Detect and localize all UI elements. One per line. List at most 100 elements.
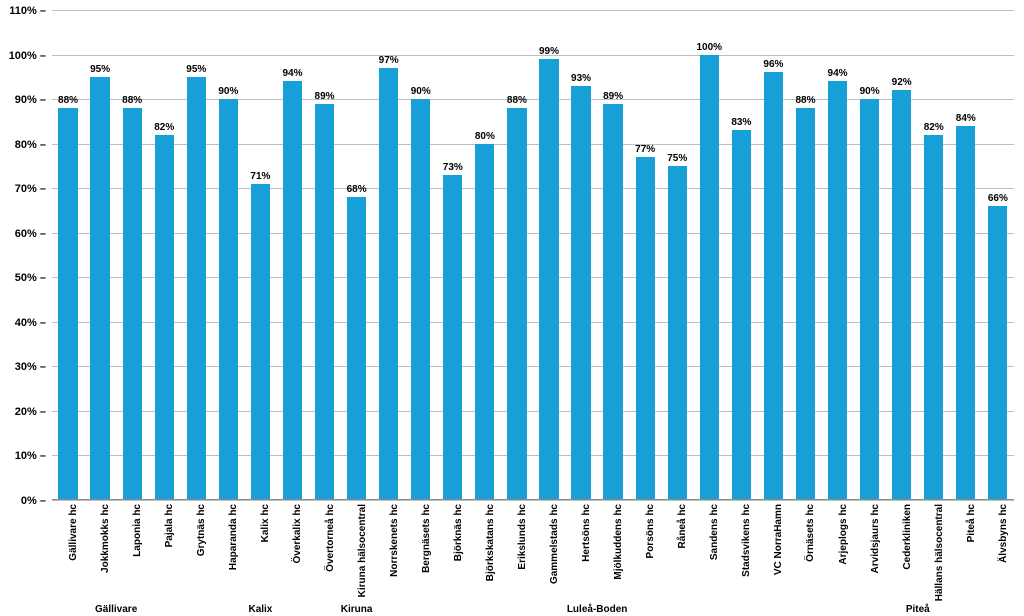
x-slot: Övertorneå hc: [309, 500, 341, 616]
x-tick-label: Grytnäs hc: [196, 504, 207, 556]
x-slot: Stadsvikens hc: [725, 500, 757, 616]
bar-slot: 89%: [309, 10, 341, 500]
x-tick-label: Arjeplogs hc: [838, 504, 849, 565]
bar-slot: 97%: [373, 10, 405, 500]
bar-slot: 73%: [437, 10, 469, 500]
x-slot: Norrskenets hc: [373, 500, 405, 616]
bar-slot: 95%: [180, 10, 212, 500]
bar-slot: 77%: [629, 10, 661, 500]
bar-value-label: 88%: [507, 95, 527, 108]
bar: 90%: [219, 99, 238, 500]
x-tick-label: Cederkliniken: [902, 504, 913, 570]
bar: 89%: [315, 104, 334, 500]
bar: 90%: [411, 99, 430, 500]
x-tick-label: VC NorraHamn: [773, 504, 784, 575]
x-tick-label: Hertsöns hc: [581, 504, 592, 562]
bar-value-label: 90%: [860, 86, 880, 99]
bars-container: 88%95%88%82%95%90%71%94%89%68%97%90%73%8…: [52, 10, 1014, 500]
bar: 93%: [571, 86, 590, 500]
x-slot: Älvsbyns hc: [982, 500, 1014, 616]
x-tick-label: Örnäsets hc: [805, 504, 816, 562]
x-slot: Råneå hc: [661, 500, 693, 616]
bar: 95%: [90, 77, 109, 500]
x-tick-label: Mjölkuddens hc: [613, 504, 624, 580]
x-slot: Haparanda hc: [212, 500, 244, 616]
bar-slot: 99%: [533, 10, 565, 500]
bar-slot: 96%: [757, 10, 789, 500]
y-tick-label: 40% –: [15, 317, 52, 329]
x-slot: Laponia hc: [116, 500, 148, 616]
bar: 82%: [155, 135, 174, 500]
x-slot: Piteå hc: [950, 500, 982, 616]
x-slot: Mjölkuddens hc: [597, 500, 629, 616]
bar-value-label: 99%: [539, 46, 559, 59]
bar-slot: 88%: [116, 10, 148, 500]
x-slot: Arjeplogs hc: [822, 500, 854, 616]
bar: 71%: [251, 184, 270, 500]
bar-slot: 80%: [469, 10, 501, 500]
x-axis: Gällivare hcJokkmokks hcLaponia hcPajala…: [52, 500, 1014, 616]
bar-value-label: 68%: [347, 184, 367, 197]
bar-value-label: 94%: [282, 68, 302, 81]
bar-slot: 89%: [597, 10, 629, 500]
x-slot: Erikslunds hc: [501, 500, 533, 616]
x-tick-label: Gällivare hc: [68, 504, 79, 561]
y-tick-label: 10% –: [15, 450, 52, 462]
bar: 75%: [668, 166, 687, 500]
bar: 94%: [283, 81, 302, 500]
bar-value-label: 95%: [90, 64, 110, 77]
bar-value-label: 88%: [58, 95, 78, 108]
x-slot: Överkalix hc: [276, 500, 308, 616]
x-tick-label: Arvidsjaurs hc: [870, 504, 881, 573]
y-tick-label: 80% –: [15, 139, 52, 151]
bar-value-label: 90%: [411, 86, 431, 99]
bar-value-label: 89%: [603, 91, 623, 104]
bar-value-label: 77%: [635, 144, 655, 157]
x-tick-label: Norrskenets hc: [389, 504, 400, 577]
bar-value-label: 89%: [315, 91, 335, 104]
bar-value-label: 94%: [828, 68, 848, 81]
x-slot: VC NorraHamn: [757, 500, 789, 616]
bar: 89%: [603, 104, 622, 500]
y-tick-label: 110% –: [9, 5, 52, 17]
bar-slot: 84%: [950, 10, 982, 500]
bar-value-label: 97%: [379, 55, 399, 68]
plot-area: 0% –10% –20% –30% –40% –50% –60% –70% –8…: [52, 10, 1014, 500]
bar-slot: 82%: [148, 10, 180, 500]
bar-slot: 71%: [244, 10, 276, 500]
bar-slot: 93%: [565, 10, 597, 500]
x-tick-label: Piteå hc: [966, 504, 977, 542]
y-tick-label: 60% –: [15, 228, 52, 240]
x-tick-label: Övertorneå hc: [325, 504, 336, 572]
x-slot: Jokkmokks hc: [84, 500, 116, 616]
x-slot: Grytnäs hc: [180, 500, 212, 616]
bar-slot: 83%: [725, 10, 757, 500]
bar-value-label: 100%: [696, 42, 722, 55]
bar: 99%: [539, 59, 558, 500]
bar: 97%: [379, 68, 398, 500]
x-slot: Björknäs hc: [437, 500, 469, 616]
y-tick-label: 70% –: [15, 183, 52, 195]
x-tick-label: Gammelstads hc: [549, 504, 560, 584]
bar-slot: 92%: [886, 10, 918, 500]
x-slot: Örnäsets hc: [789, 500, 821, 616]
bar-slot: 82%: [918, 10, 950, 500]
bar-value-label: 83%: [731, 117, 751, 130]
bar-value-label: 92%: [892, 77, 912, 90]
bar-value-label: 82%: [924, 122, 944, 135]
x-tick-label: Stadsvikens hc: [741, 504, 752, 577]
x-slot: Kalix hc: [244, 500, 276, 616]
bar: 95%: [187, 77, 206, 500]
bar-value-label: 75%: [667, 153, 687, 166]
bar: 66%: [988, 206, 1007, 500]
x-tick-label: Kalix hc: [260, 504, 271, 542]
bar: 88%: [123, 108, 142, 500]
x-slot: Arvidsjaurs hc: [854, 500, 886, 616]
bar: 83%: [732, 130, 751, 500]
x-tick-label: Porsöns hc: [645, 504, 656, 558]
group-label: Piteå: [822, 602, 1014, 616]
x-tick-label: Erikslunds hc: [517, 504, 528, 570]
bar-slot: 88%: [501, 10, 533, 500]
bar: 84%: [956, 126, 975, 500]
bar-slot: 100%: [693, 10, 725, 500]
